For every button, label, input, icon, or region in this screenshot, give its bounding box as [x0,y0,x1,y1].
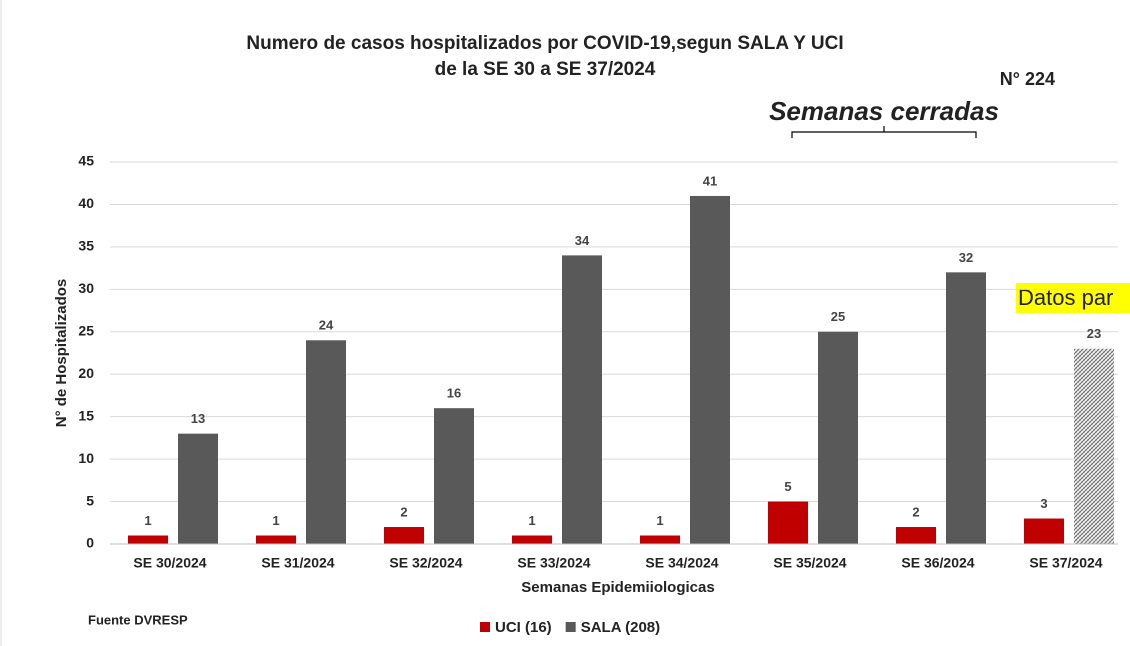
annotation: Semanas cerradas [769,96,999,126]
bar [384,527,424,544]
bar [768,501,808,544]
bar [128,535,168,544]
y-tick-label: 25 [78,322,94,338]
data-label: 5 [784,479,791,494]
y-tick-label: 5 [86,492,94,508]
bar [896,527,936,544]
y-tick-label: 15 [78,407,94,423]
x-tick-label: SE 36/2024 [901,555,974,571]
x-axis-label: Semanas Epidemiiologicas [521,579,714,596]
x-tick-label: SE 32/2024 [389,555,462,571]
data-label: 2 [400,504,407,519]
y-tick-label: 10 [78,450,94,466]
bar [178,433,218,544]
y-tick-label: 40 [78,195,94,211]
source: Fuente DVRESP [88,612,188,627]
x-tick-label: SE 31/2024 [261,555,334,571]
bar [946,272,986,544]
bar [434,408,474,544]
y-tick-label: 35 [78,238,94,254]
data-label: 25 [831,309,845,324]
bar [818,331,858,544]
bar [1024,518,1064,544]
bar [512,535,552,544]
annotation: N° 224 [1000,69,1055,89]
chart-title: Numero de casos hospitalizados por COVID… [246,33,843,54]
data-label: 1 [272,513,279,528]
data-label: 24 [319,318,334,333]
bar [256,535,296,544]
x-tick-label: SE 35/2024 [773,555,846,571]
highlight [1016,283,1130,313]
data-label: 34 [575,233,590,248]
bar [1074,348,1114,544]
data-label: 2 [912,504,919,519]
data-label: 23 [1087,326,1101,341]
x-tick-label: SE 37/2024 [1029,555,1102,571]
legend-swatch [480,622,490,632]
y-tick-label: 45 [78,153,94,169]
chart-title: de la SE 30 a SE 37/2024 [435,59,656,80]
y-tick-label: 30 [78,280,94,296]
bar [306,340,346,544]
bar [640,535,680,544]
data-label: 1 [144,513,151,528]
legend-label: SALA (208) [581,619,660,636]
legend-swatch [565,622,576,632]
y-axis-label: N° de Hospitalizados [53,279,70,428]
data-label: 32 [959,250,973,265]
data-label: 1 [528,513,535,528]
bracket [791,126,977,138]
data-label: 3 [1040,496,1047,511]
data-label: 1 [656,513,663,528]
x-tick-label: SE 30/2024 [133,555,206,571]
legend-label: UCI (16) [495,619,552,636]
y-tick-label: 0 [86,535,94,551]
bar [690,195,730,544]
bar [562,255,602,544]
data-label: 16 [447,386,461,401]
x-tick-label: SE 33/2024 [517,555,590,571]
annotation: Datos par [1018,285,1113,310]
x-tick-label: SE 34/2024 [645,555,718,571]
data-label: 13 [191,411,205,426]
data-label: 41 [703,173,717,188]
y-tick-label: 20 [78,365,94,381]
